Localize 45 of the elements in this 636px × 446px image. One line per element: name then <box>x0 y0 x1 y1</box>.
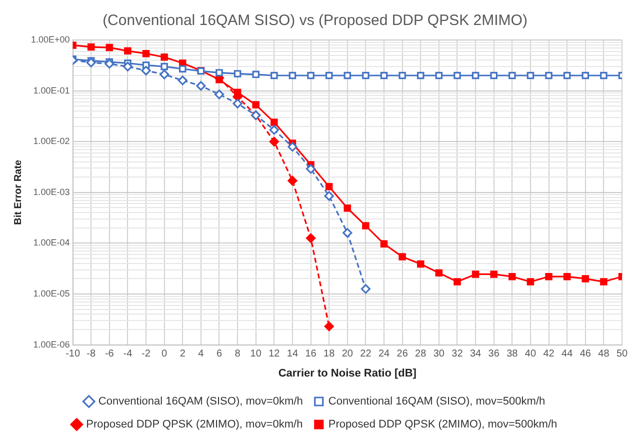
x-tick-label: 14 <box>286 348 298 360</box>
x-tick-label: 34 <box>470 348 482 360</box>
x-tick-label: 4 <box>198 348 204 360</box>
x-tick-label: 22 <box>360 348 372 360</box>
x-tick-label: 42 <box>543 348 555 360</box>
x-tick-label: 30 <box>433 348 445 360</box>
x-tick-label: 26 <box>396 348 408 360</box>
x-tick-label: 20 <box>342 348 354 360</box>
x-tick-label: 28 <box>415 348 427 360</box>
x-tick-label: 38 <box>506 348 518 360</box>
y-tick-label: 1.00E-06 <box>33 339 70 350</box>
legend-label: Proposed DDP QPSK (2MIMO), mov=0km/h <box>86 418 303 431</box>
legend-label: Conventional 16QAM (SISO), mov=500km/h <box>328 396 546 408</box>
x-tick-label: 8 <box>234 348 241 360</box>
x-tick-label: -10 <box>66 348 80 360</box>
y-tick-label: 1.00E+00 <box>30 34 70 44</box>
x-tick-label: 24 <box>378 348 390 360</box>
x-tick-label: 40 <box>524 348 536 360</box>
x-tick-label: 36 <box>488 348 500 360</box>
x-tick-label: -8 <box>86 348 96 360</box>
y-tick-label: 1.00E-05 <box>33 288 70 298</box>
chart-title: (Conventional 16QAM SISO) vs (Proposed DDP QPSK 2MIMO) <box>102 12 528 30</box>
x-axis-title: Carrier to Noise Ratio [dB] <box>278 367 417 380</box>
x-tick-label: -6 <box>104 348 114 360</box>
x-tick-label: 44 <box>562 348 574 360</box>
x-tick-label: 16 <box>305 348 317 360</box>
x-tick-label: 46 <box>580 348 592 360</box>
legend-label: Proposed DDP QPSK (2MIMO), mov=500km/h <box>328 418 558 431</box>
y-tick-label: 1.00E-04 <box>33 238 70 248</box>
x-tick-label: -4 <box>123 348 133 360</box>
y-axis-title: Bit Error Rate <box>12 159 24 225</box>
x-tick-label: 18 <box>324 348 336 360</box>
legend-label: Conventional 16QAM (SISO), mov=0km/h <box>98 396 303 408</box>
x-tick-label: 50 <box>616 348 628 360</box>
x-tick-label: 6 <box>216 348 222 360</box>
x-tick-label: -2 <box>142 348 151 360</box>
x-tick-label: 0 <box>162 348 168 360</box>
y-tick-label: 1.00E-01 <box>33 85 70 96</box>
y-tick-label: 1.00E-03 <box>33 186 70 197</box>
x-tick-label: 48 <box>598 348 610 360</box>
x-tick-label: 2 <box>180 348 186 360</box>
y-tick-label: 1.00E-02 <box>33 136 70 146</box>
x-tick-label: 10 <box>250 348 262 360</box>
x-tick-label: 12 <box>268 348 280 360</box>
x-tick-label: 32 <box>452 348 464 360</box>
